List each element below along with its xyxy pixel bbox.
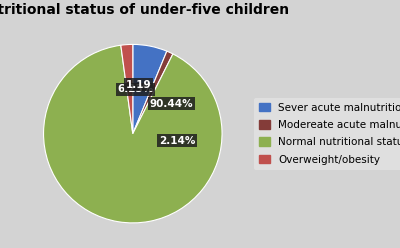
Title: Nutritional status of under-five children: Nutritional status of under-five childre… (0, 3, 289, 17)
Wedge shape (44, 45, 222, 223)
Wedge shape (133, 51, 173, 134)
Text: 2.14%: 2.14% (159, 136, 195, 146)
Text: 6.23%: 6.23% (117, 84, 153, 94)
Text: 1.19: 1.19 (126, 80, 152, 90)
Legend: Sever acute malnutrition, Modereate acute malnutrition, Normal nutritional statu: Sever acute malnutrition, Modereate acut… (254, 97, 400, 170)
Text: 90.44%: 90.44% (150, 99, 194, 109)
Wedge shape (121, 44, 133, 134)
Wedge shape (133, 44, 167, 134)
